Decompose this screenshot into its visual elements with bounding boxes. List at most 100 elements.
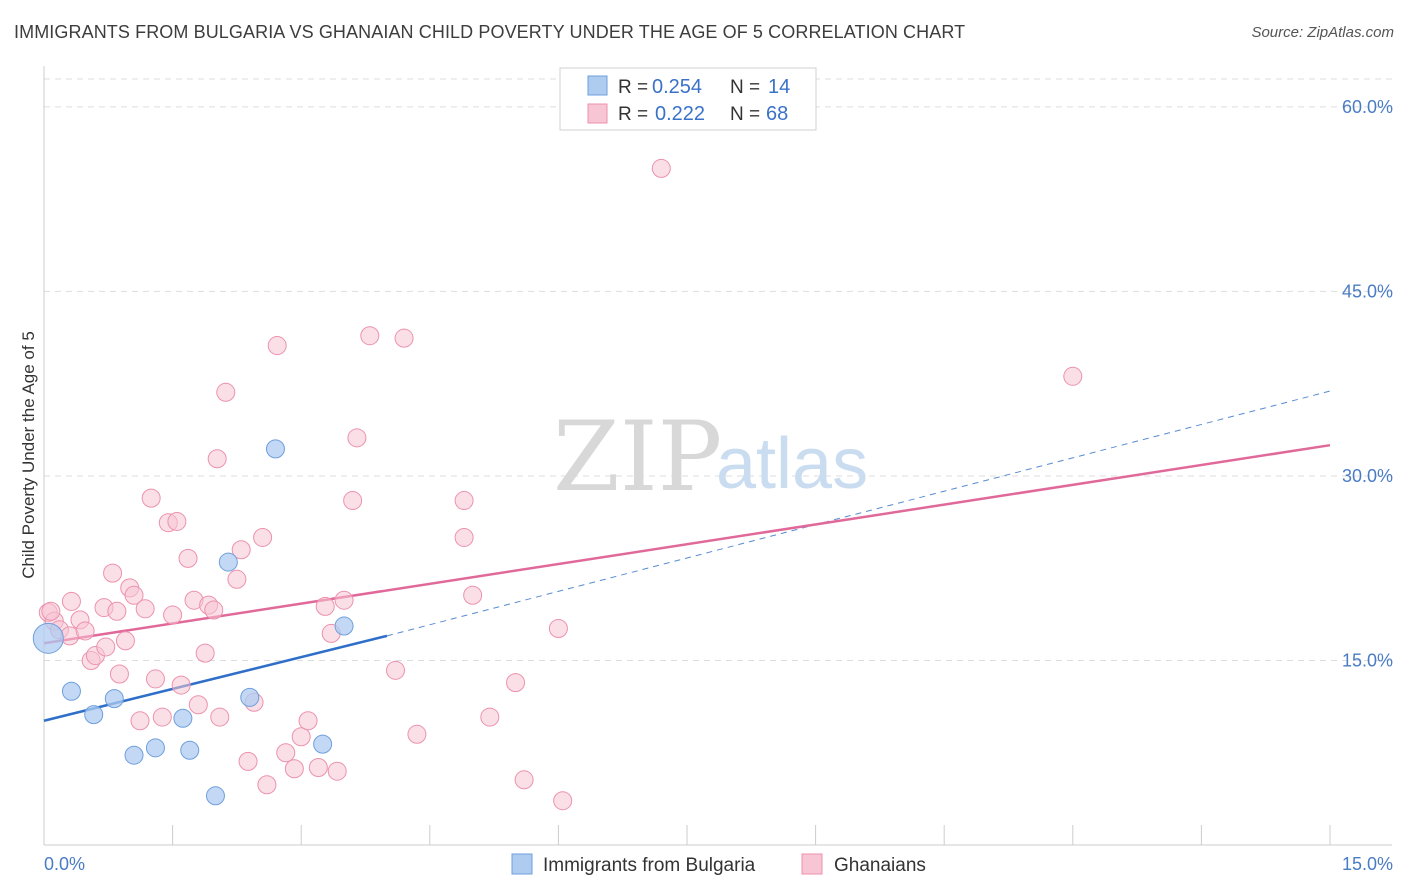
data-point-bulgaria [145, 738, 165, 758]
data-point-ghanaians [253, 527, 273, 547]
data-point-ghanaians [284, 759, 304, 779]
data-point-ghanaians [315, 596, 335, 616]
data-point-ghanaians [130, 711, 150, 731]
data-point-ghanaians [407, 724, 427, 744]
data-point-ghanaians [103, 563, 123, 583]
data-point-ghanaians [135, 599, 155, 619]
y-axis-label: Child Poverty Under the Age of 5 [19, 331, 38, 579]
data-point-bulgaria [205, 786, 225, 806]
data-point-ghanaians [141, 488, 161, 508]
data-point-ghanaians [291, 727, 311, 747]
data-point-bulgaria [84, 705, 104, 725]
axes-layer [43, 66, 1392, 846]
legend-n-label-ghanaians: N = [730, 104, 760, 125]
data-point-ghanaians [651, 158, 671, 178]
chart-source: Source: ZipAtlas.com [1251, 24, 1394, 41]
watermark: ZIP atlas [553, 401, 868, 513]
y-tick-label: 45.0% [1342, 281, 1393, 301]
bottom-legend-label-ghanaians: Ghanaians [834, 855, 926, 876]
data-point-ghanaians [360, 326, 380, 346]
data-point-ghanaians [178, 548, 198, 568]
y-tick-labels: 15.0% 30.0% 45.0% 60.0% [1342, 97, 1393, 671]
grid-layer [44, 78, 1392, 661]
data-point-ghanaians [195, 643, 215, 663]
data-point-ghanaians [514, 770, 534, 790]
data-point-ghanaians [267, 336, 287, 356]
data-point-ghanaians [308, 758, 328, 777]
data-point-bulgaria [180, 740, 200, 760]
trend-line-bulgaria-extended [386, 390, 1331, 637]
data-point-ghanaians [109, 664, 129, 684]
data-point-ghanaians [343, 491, 363, 511]
data-point-ghanaians [257, 775, 277, 795]
data-point-ghanaians [171, 675, 191, 695]
data-point-ghanaians [115, 631, 135, 651]
data-point-ghanaians [506, 673, 526, 693]
data-point-ghanaians [75, 621, 95, 641]
data-point-ghanaians [548, 618, 568, 638]
data-point-ghanaians [188, 695, 208, 715]
data-point-ghanaians [207, 449, 227, 469]
trend-line-ghanaians [43, 443, 1331, 645]
legend-r-value-ghanaians: 0.222 [655, 103, 705, 125]
data-point-ghanaians [152, 707, 172, 727]
data-point-ghanaians [1063, 366, 1083, 386]
data-point-ghanaians [124, 585, 144, 605]
legend-n-value-bulgaria: 14 [768, 76, 790, 98]
data-point-ghanaians [454, 527, 474, 547]
data-point-ghanaians [386, 660, 406, 680]
legend-r-value-bulgaria: 0.254 [652, 76, 702, 98]
data-point-bulgaria [32, 622, 64, 654]
data-point-ghanaians [163, 605, 183, 625]
data-point-bulgaria [61, 681, 81, 701]
legend-n-label-bulgaria: N = [730, 77, 760, 98]
data-point-bulgaria [240, 687, 260, 707]
bottom-legend-swatch-bulgaria [511, 853, 533, 875]
top-legend: R = 0.254 N = 14 R = 0.222 N = 68 [559, 67, 817, 131]
watermark-atlas: atlas [716, 424, 868, 504]
y-tick-label: 30.0% [1342, 466, 1393, 486]
data-point-ghanaians [231, 540, 251, 560]
points-layer [32, 158, 1083, 811]
legend-n-value-ghanaians: 68 [766, 103, 788, 125]
legend-r-label-bulgaria: R = [618, 77, 648, 98]
x-tick-label-min: 0.0% [44, 854, 85, 874]
data-point-ghanaians [210, 707, 230, 727]
y-tick-label: 15.0% [1342, 650, 1393, 670]
data-point-ghanaians [394, 328, 414, 348]
bottom-legend: Immigrants from Bulgaria Ghanaians [511, 853, 926, 876]
data-point-ghanaians [238, 751, 258, 771]
data-point-ghanaians [61, 591, 81, 611]
data-point-ghanaians [204, 600, 224, 620]
bottom-legend-label-bulgaria: Immigrants from Bulgaria [543, 855, 756, 876]
data-point-bulgaria [124, 745, 144, 765]
data-point-ghanaians [327, 761, 347, 781]
bottom-legend-swatch-ghanaians [801, 853, 823, 875]
data-point-bulgaria [313, 734, 333, 754]
data-point-ghanaians [298, 711, 318, 731]
data-point-ghanaians [454, 491, 474, 511]
data-point-ghanaians [463, 585, 483, 605]
data-point-ghanaians [347, 428, 367, 448]
data-point-bulgaria [173, 708, 193, 728]
trend-layer [43, 390, 1331, 722]
data-point-ghanaians [334, 590, 354, 610]
data-point-ghanaians [227, 569, 247, 589]
legend-r-label-ghanaians: R = [618, 104, 648, 125]
data-point-ghanaians [96, 637, 116, 657]
data-point-ghanaians [480, 707, 500, 727]
x-tick-label-max: 15.0% [1342, 854, 1393, 874]
data-point-ghanaians [276, 743, 296, 763]
data-point-bulgaria [104, 689, 124, 709]
y-tick-label: 60.0% [1342, 97, 1393, 117]
data-point-ghanaians [167, 511, 187, 531]
data-point-bulgaria [218, 552, 238, 572]
data-point-ghanaians [216, 382, 236, 402]
legend-swatch-bulgaria [587, 75, 608, 96]
data-point-ghanaians [553, 791, 573, 811]
data-point-ghanaians [145, 669, 165, 689]
data-point-ghanaians [41, 601, 61, 621]
watermark-zip: ZIP [553, 401, 722, 513]
data-point-ghanaians [107, 601, 127, 621]
